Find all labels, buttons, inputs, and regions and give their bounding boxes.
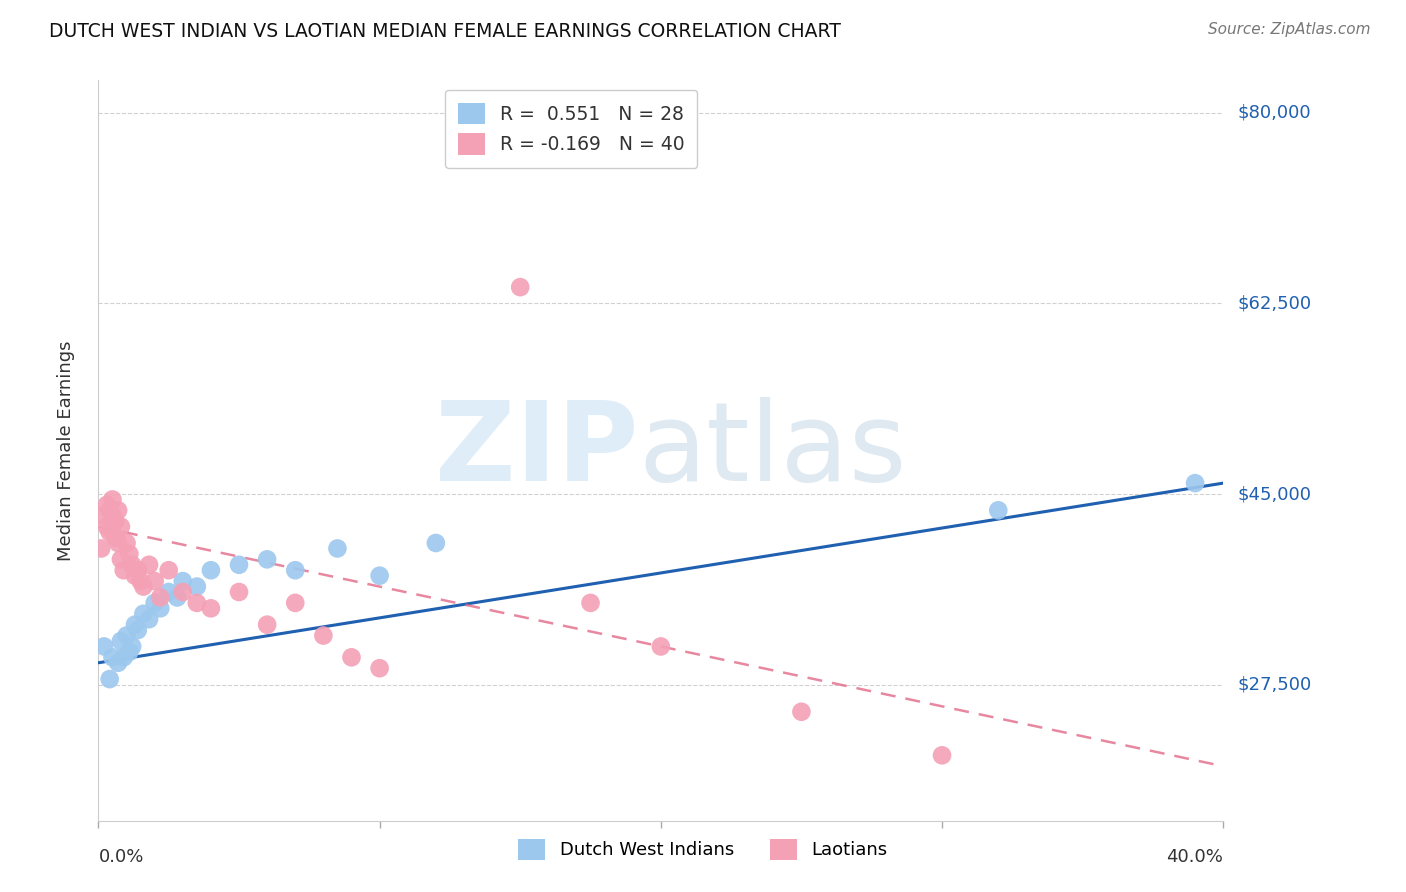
Point: [107, 656, 129, 670]
Point: [143, 574, 166, 588]
Point: [790, 705, 813, 719]
Point: [138, 558, 160, 572]
Point: [93, 508, 115, 523]
Point: [121, 558, 143, 572]
Text: 0.0%: 0.0%: [98, 848, 143, 866]
Point: [312, 628, 335, 642]
Point: [425, 536, 447, 550]
Text: $62,500: $62,500: [1237, 294, 1312, 312]
Point: [107, 503, 129, 517]
Point: [96, 519, 118, 533]
Point: [186, 596, 208, 610]
Point: [127, 623, 149, 637]
Text: atlas: atlas: [638, 397, 907, 504]
Point: [93, 640, 115, 654]
Point: [129, 574, 152, 588]
Point: [124, 617, 146, 632]
Point: [228, 558, 250, 572]
Point: [110, 634, 132, 648]
Point: [132, 607, 155, 621]
Text: $45,000: $45,000: [1237, 485, 1312, 503]
Point: [149, 601, 172, 615]
Point: [143, 596, 166, 610]
Point: [284, 563, 307, 577]
Point: [121, 640, 143, 654]
Point: [118, 547, 141, 561]
Text: Source: ZipAtlas.com: Source: ZipAtlas.com: [1208, 22, 1371, 37]
Legend: Dutch West Indians, Laotians: Dutch West Indians, Laotians: [503, 824, 903, 874]
Point: [186, 580, 208, 594]
Point: [1184, 476, 1206, 491]
Point: [509, 280, 531, 294]
Point: [132, 580, 155, 594]
Point: [200, 563, 222, 577]
Point: [931, 748, 953, 763]
Point: [115, 536, 138, 550]
Text: 40.0%: 40.0%: [1167, 848, 1223, 866]
Legend: R =  0.551   N = 28, R = -0.169   N = 40: R = 0.551 N = 28, R = -0.169 N = 40: [446, 90, 697, 168]
Point: [101, 492, 124, 507]
Text: $80,000: $80,000: [1237, 104, 1310, 122]
Point: [172, 574, 194, 588]
Point: [650, 640, 672, 654]
Text: $27,500: $27,500: [1237, 675, 1312, 694]
Point: [118, 645, 141, 659]
Point: [104, 531, 127, 545]
Point: [200, 601, 222, 615]
Y-axis label: Median Female Earnings: Median Female Earnings: [56, 340, 75, 561]
Point: [138, 612, 160, 626]
Point: [368, 661, 391, 675]
Point: [326, 541, 349, 556]
Point: [340, 650, 363, 665]
Point: [104, 514, 127, 528]
Point: [256, 552, 278, 566]
Point: [112, 563, 135, 577]
Point: [110, 519, 132, 533]
Point: [112, 650, 135, 665]
Point: [172, 585, 194, 599]
Point: [115, 628, 138, 642]
Point: [284, 596, 307, 610]
Text: DUTCH WEST INDIAN VS LAOTIAN MEDIAN FEMALE EARNINGS CORRELATION CHART: DUTCH WEST INDIAN VS LAOTIAN MEDIAN FEMA…: [49, 22, 841, 41]
Point: [110, 552, 132, 566]
Point: [96, 498, 118, 512]
Point: [228, 585, 250, 599]
Point: [166, 591, 188, 605]
Point: [987, 503, 1010, 517]
Point: [149, 591, 172, 605]
Point: [101, 650, 124, 665]
Point: [90, 541, 112, 556]
Point: [98, 672, 121, 686]
Point: [107, 536, 129, 550]
Point: [256, 617, 278, 632]
Point: [101, 508, 124, 523]
Point: [98, 525, 121, 540]
Point: [98, 503, 121, 517]
Point: [157, 585, 180, 599]
Point: [124, 568, 146, 582]
Point: [157, 563, 180, 577]
Text: ZIP: ZIP: [434, 397, 638, 504]
Point: [579, 596, 602, 610]
Point: [368, 568, 391, 582]
Point: [127, 563, 149, 577]
